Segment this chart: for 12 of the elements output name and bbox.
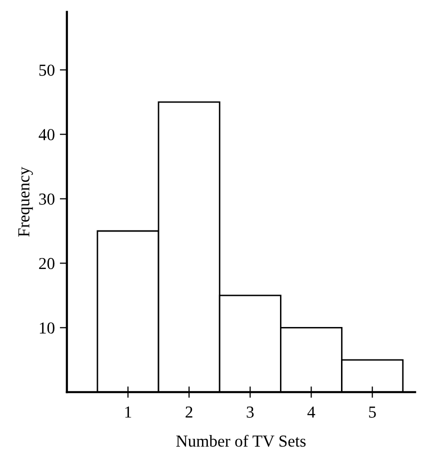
y-tick-label: 50 (39, 64, 54, 76)
y-tick-label: 30 (39, 193, 54, 205)
x-axis-title: Number of TV Sets (176, 434, 306, 447)
x-tick-label: 2 (186, 406, 192, 418)
x-tick-label: 3 (246, 406, 254, 418)
y-tick-label: 10 (40, 322, 54, 334)
x-tick-label: 4 (307, 406, 316, 418)
x-tick-label: 5 (369, 406, 376, 418)
x-tick-label: 1 (125, 406, 132, 418)
y-tick-label: 40 (38, 129, 54, 140)
y-tick-label: 20 (39, 258, 54, 270)
y-axis-title: Frequency (18, 166, 33, 237)
